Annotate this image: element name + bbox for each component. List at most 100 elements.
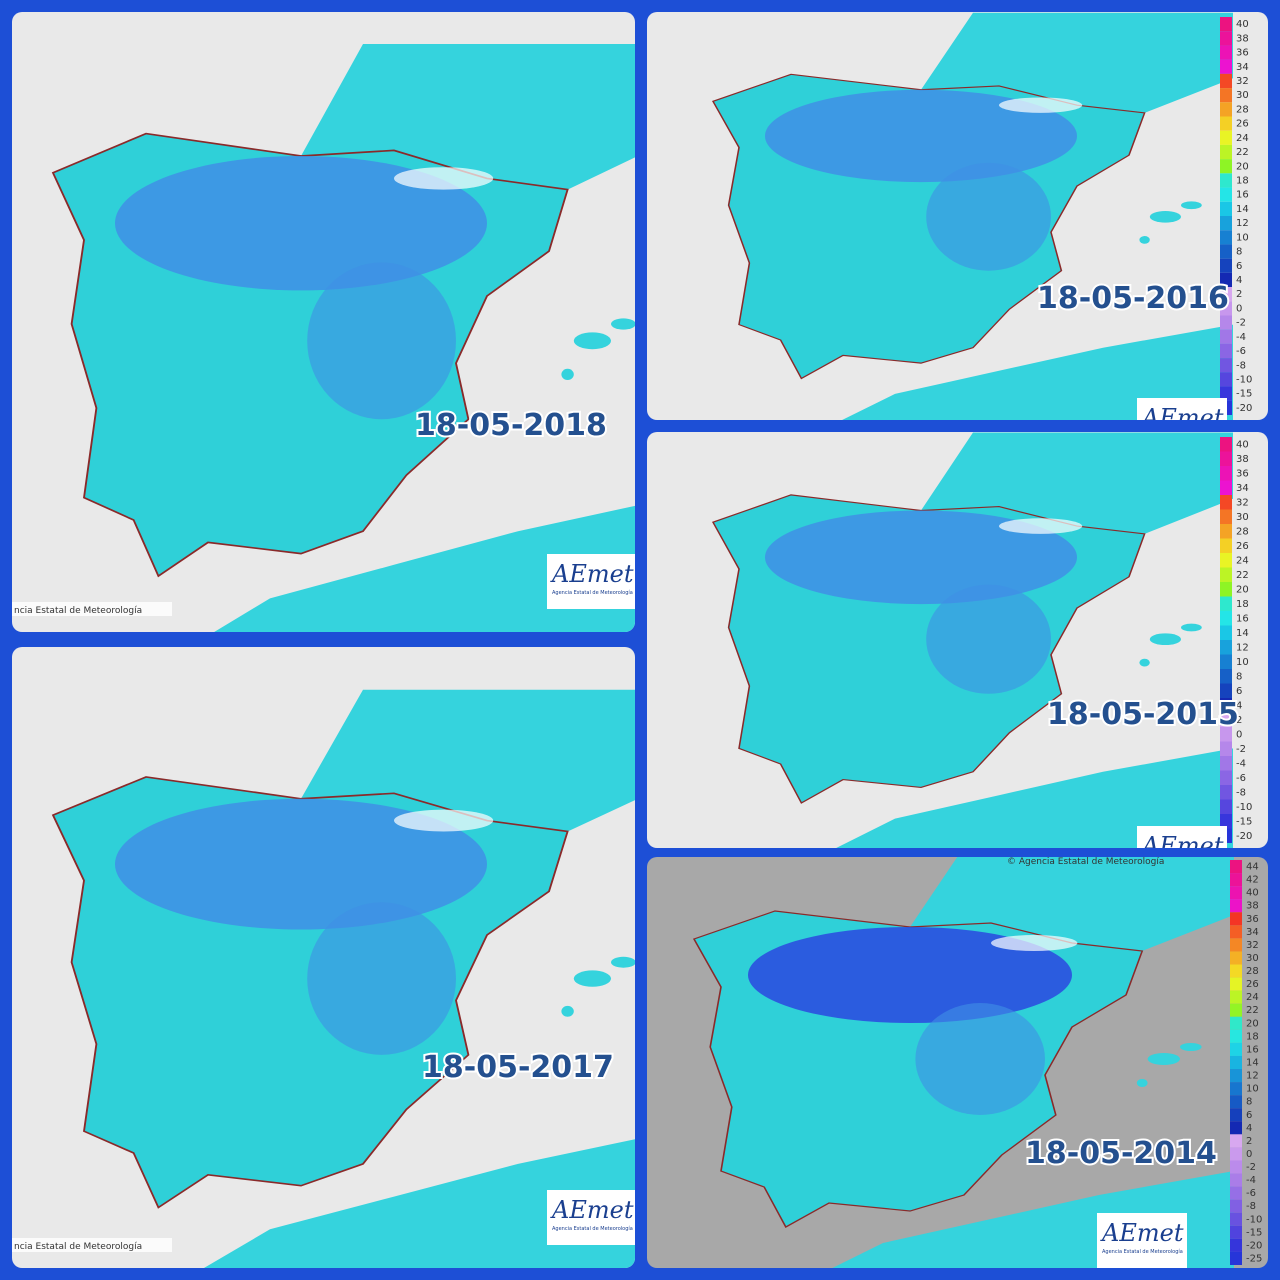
france	[921, 12, 1233, 113]
legend-swatch	[1220, 582, 1232, 597]
legend-swatch	[1220, 756, 1232, 771]
legend-label: 38	[1246, 901, 1259, 912]
legend-label: 14	[1236, 628, 1249, 639]
legend-label: 36	[1246, 914, 1259, 925]
legend-label: -10	[1246, 1214, 1262, 1225]
legend-label: 38	[1236, 454, 1249, 465]
legend-swatch	[1230, 1199, 1242, 1213]
legend-swatch	[1230, 1121, 1242, 1135]
cold-north	[748, 927, 1072, 1023]
legend-label: 24	[1236, 555, 1249, 566]
credit: © Agencia Estatal de Meteorología	[1007, 857, 1164, 867]
date-label: 18-05-2015	[1047, 697, 1239, 732]
legend-swatch	[1230, 1042, 1242, 1056]
legend-label: 26	[1236, 119, 1249, 130]
island	[611, 318, 635, 330]
legend-swatch	[1220, 102, 1232, 117]
legend-swatch	[1220, 669, 1232, 684]
legend-label: 2	[1246, 1136, 1252, 1147]
legend-swatch	[1220, 625, 1232, 640]
legend-label: 28	[1236, 104, 1249, 115]
date-label: 18-05-2018	[415, 408, 607, 443]
map-svg: 18-05-2017 ncia Estatal de Meteorología AE…	[12, 689, 635, 1268]
legend-swatch	[1220, 698, 1232, 713]
legend-label: 18	[1236, 599, 1249, 610]
legend-label: -20	[1246, 1240, 1262, 1251]
legend-swatch	[1220, 187, 1232, 202]
legend-label: -2	[1236, 318, 1246, 329]
legend-label: 4	[1236, 275, 1242, 286]
africa	[836, 748, 1233, 848]
legend-label: 12	[1246, 1071, 1259, 1082]
legend-label: -15	[1236, 389, 1252, 400]
legend-swatch	[1230, 1147, 1242, 1161]
legend-swatch	[1230, 1082, 1242, 1096]
legend-label: 40	[1236, 19, 1249, 30]
legend-swatch	[1220, 216, 1232, 231]
legend-swatch	[1220, 73, 1232, 89]
legend-swatch	[1220, 466, 1232, 481]
island	[1136, 1079, 1148, 1087]
legend-label: 10	[1236, 232, 1249, 243]
france	[300, 689, 635, 832]
legend-label: 42	[1246, 875, 1259, 886]
legend-swatch	[1220, 329, 1232, 344]
legend-swatch	[1220, 611, 1232, 626]
legend-swatch	[1220, 480, 1232, 495]
legend-swatch	[1230, 1029, 1242, 1043]
cold-east	[307, 902, 456, 1055]
legend-swatch	[1220, 386, 1232, 401]
legend-label: 18	[1236, 175, 1249, 186]
logo: AEmet	[1140, 404, 1224, 420]
cold-east	[307, 262, 456, 420]
legend-swatch	[1230, 977, 1242, 991]
legend-label: 30	[1246, 953, 1259, 964]
legend-label: 16	[1236, 190, 1249, 201]
island	[1149, 633, 1181, 646]
legend-swatch	[1230, 1160, 1242, 1174]
cold-north	[115, 156, 487, 291]
legend-label: 26	[1246, 979, 1259, 990]
legend-swatch	[1220, 88, 1232, 103]
legend-label: -8	[1246, 1201, 1256, 1212]
legend-label: -15	[1236, 816, 1252, 827]
logo: AEmet	[1140, 832, 1224, 848]
legend-swatch	[1230, 938, 1242, 952]
legend-label: 0	[1236, 729, 1242, 740]
legend-swatch	[1220, 553, 1232, 568]
map-svg: 18-05-2018 ncia Estatal de Meteorología AE…	[12, 44, 635, 632]
legend-label: -10	[1236, 802, 1252, 813]
logo: AEmet	[550, 560, 634, 588]
island	[1139, 658, 1150, 667]
legend-swatch	[1220, 640, 1232, 655]
legend-swatch	[1230, 951, 1242, 965]
legend-swatch	[1220, 230, 1232, 245]
cold-east	[926, 584, 1051, 694]
legend-swatch	[1220, 244, 1232, 259]
legend-swatch	[1220, 741, 1232, 756]
legend-label: -4	[1236, 758, 1246, 769]
cold-east	[915, 1003, 1045, 1115]
legend-label: 4	[1246, 1123, 1252, 1134]
legend-swatch	[1220, 451, 1232, 466]
pyrenees	[999, 518, 1083, 534]
cold-north	[115, 798, 487, 930]
legend-swatch	[1220, 287, 1232, 302]
legend-swatch	[1230, 1251, 1242, 1265]
legend-label: 4	[1236, 700, 1242, 711]
legend-label: 20	[1246, 1018, 1259, 1029]
legend-label: 32	[1236, 76, 1249, 87]
map	[51, 44, 635, 632]
legend-swatch	[1220, 301, 1232, 316]
legend-swatch	[1230, 912, 1242, 926]
logo-box	[1137, 826, 1227, 848]
legend-swatch	[1220, 567, 1232, 582]
legend-swatch	[1230, 1173, 1242, 1187]
logo-subtitle: Agencia Estatal de Meteorología	[1102, 1248, 1183, 1255]
legend-label: 8	[1246, 1097, 1252, 1108]
legend-label: 40	[1246, 888, 1259, 899]
island	[561, 1005, 574, 1017]
legend-label: -8	[1236, 360, 1246, 371]
legend-label: -20	[1236, 403, 1252, 414]
